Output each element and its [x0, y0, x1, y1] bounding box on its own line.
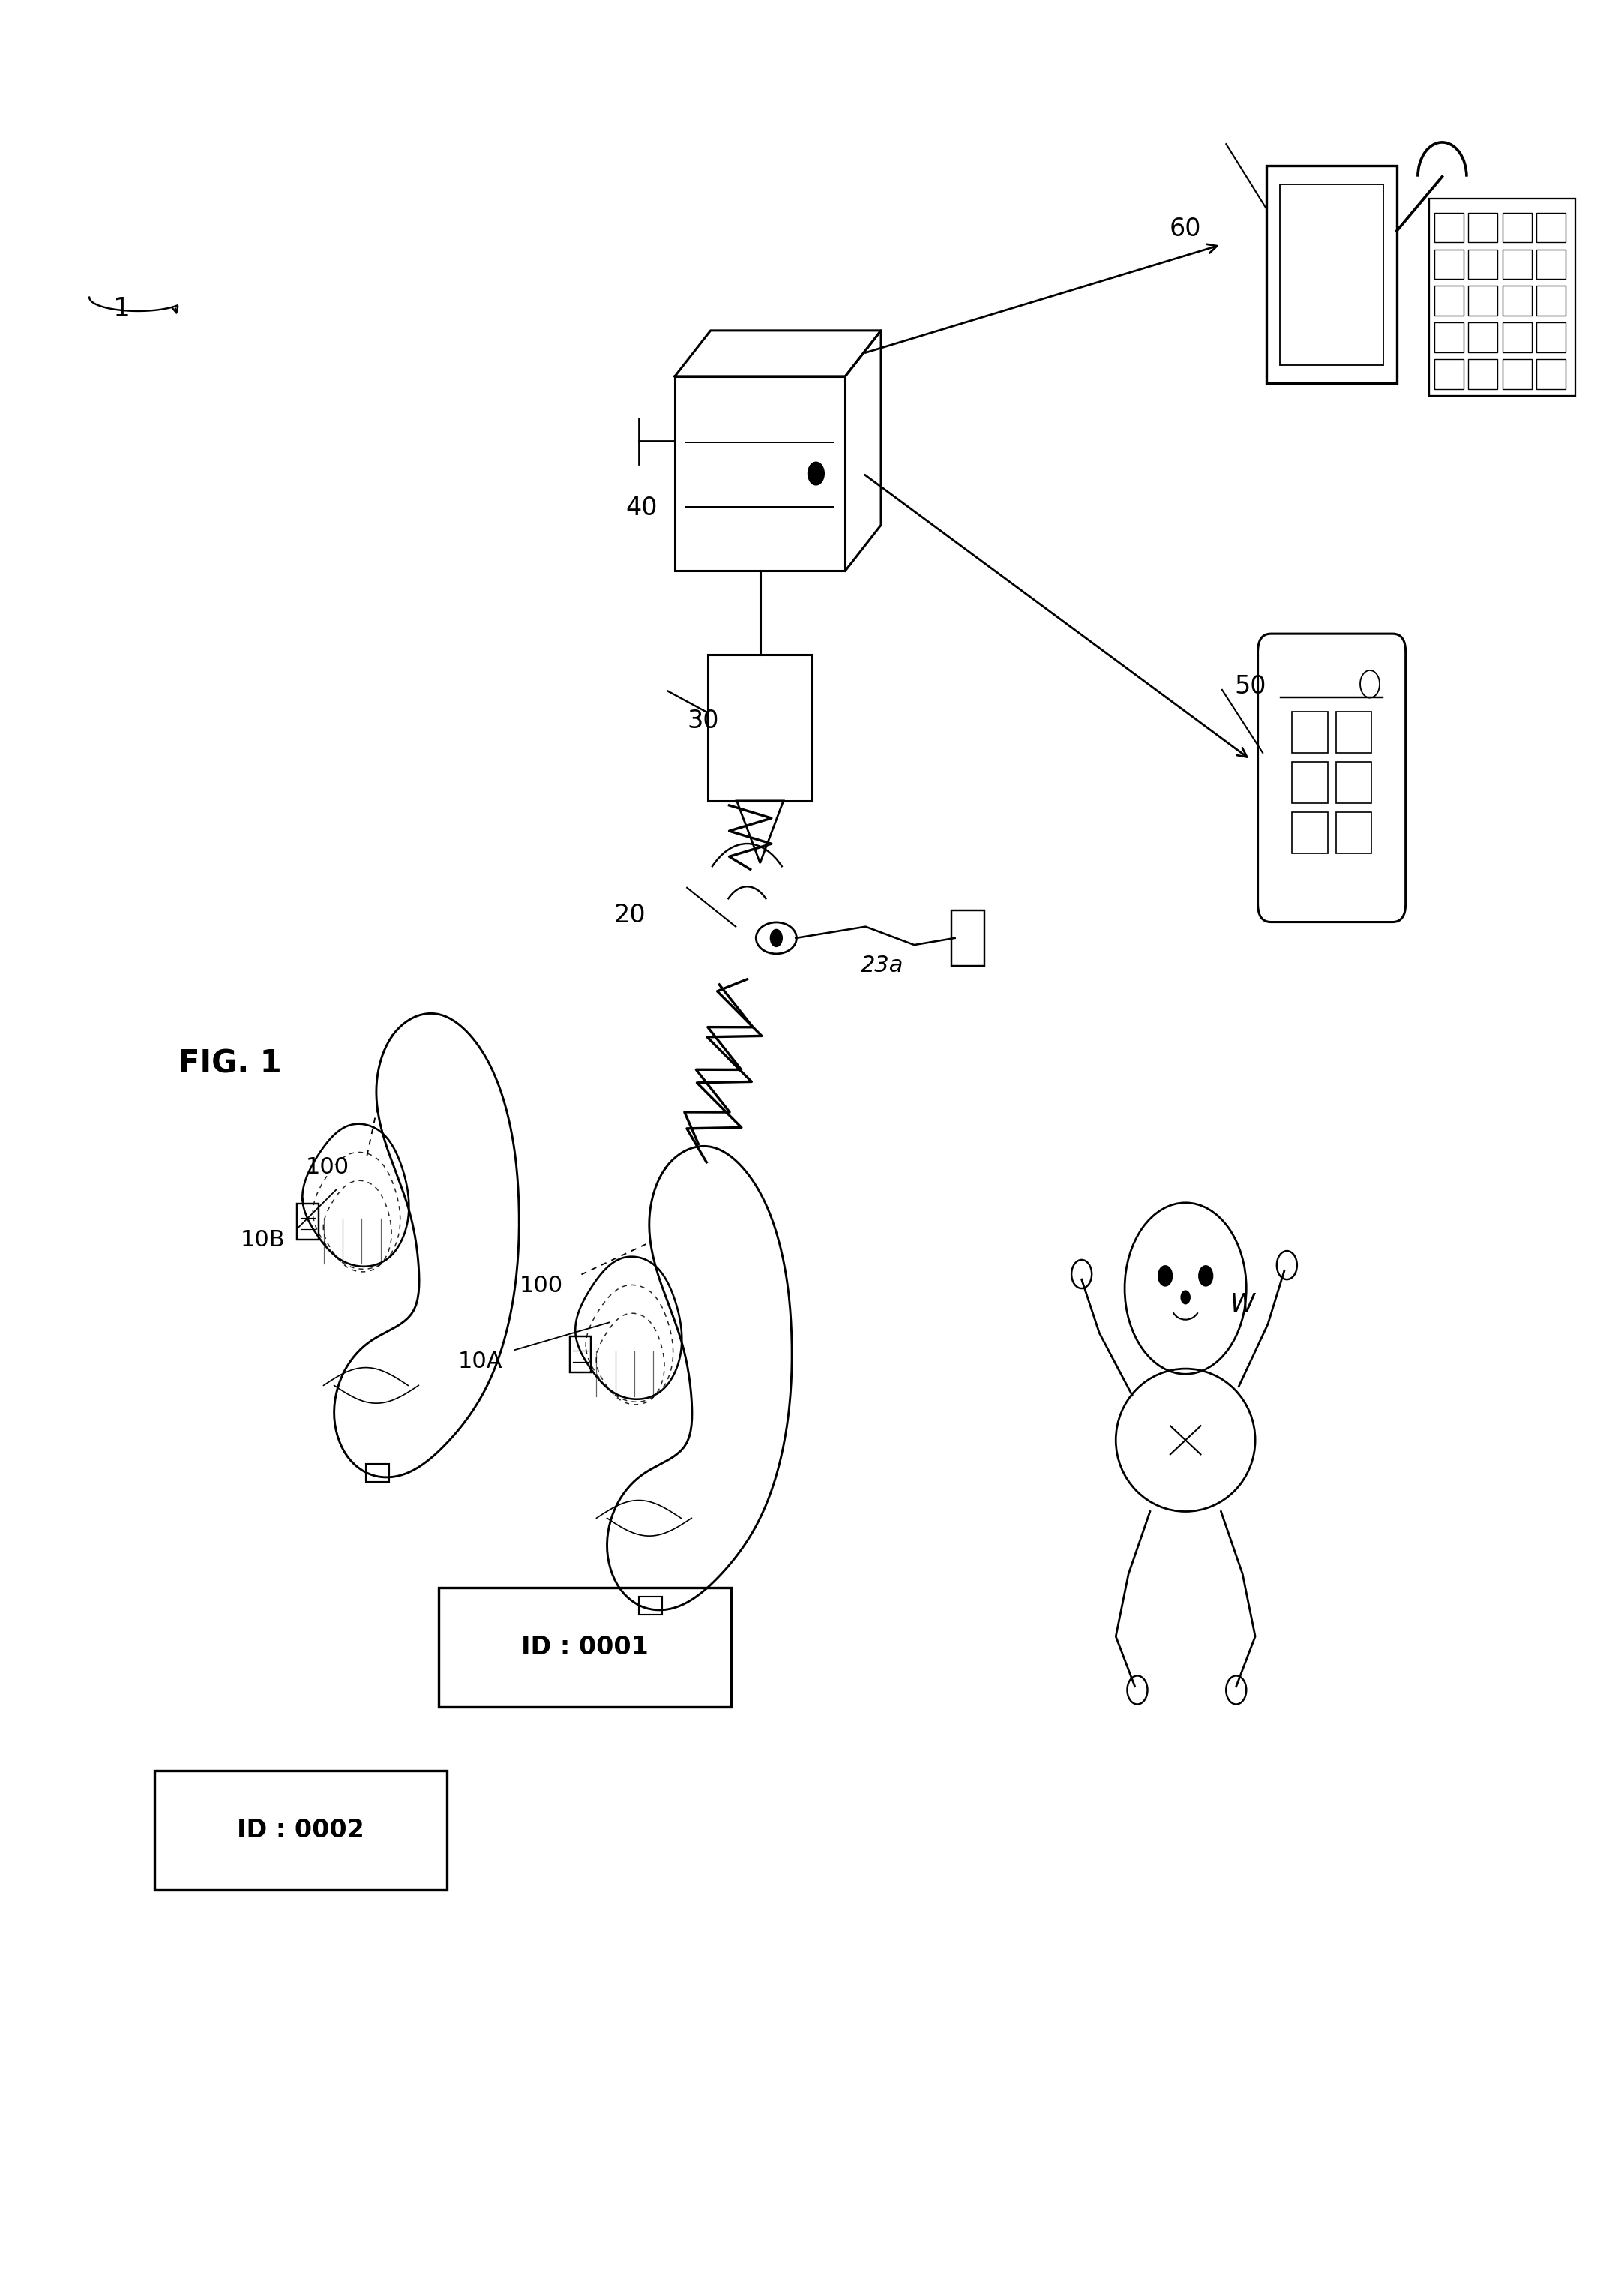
Bar — [1502, 359, 1531, 389]
Text: ID : 0001: ID : 0001 — [521, 1636, 648, 1659]
Bar — [1335, 712, 1371, 753]
Text: 40: 40 — [625, 496, 658, 519]
Bar — [1280, 185, 1384, 366]
Bar — [1291, 812, 1327, 853]
Text: 60: 60 — [1169, 217, 1202, 240]
Circle shape — [1181, 1290, 1190, 1304]
Bar — [638, 1597, 663, 1615]
Bar — [570, 1336, 591, 1373]
Bar — [1536, 286, 1566, 316]
Text: 10B: 10B — [240, 1229, 286, 1252]
Bar — [1434, 286, 1463, 316]
Text: 10A: 10A — [458, 1350, 503, 1373]
Text: 23a: 23a — [861, 954, 905, 977]
Bar — [1502, 213, 1531, 243]
Bar — [365, 1464, 390, 1483]
Bar — [438, 1588, 731, 1707]
Bar — [154, 1771, 447, 1890]
Bar — [1267, 167, 1397, 382]
Bar — [1468, 249, 1497, 279]
Text: ID : 0002: ID : 0002 — [237, 1819, 364, 1842]
Bar — [1468, 323, 1497, 352]
Text: 30: 30 — [687, 709, 719, 732]
Text: 100: 100 — [520, 1274, 564, 1297]
Circle shape — [809, 462, 825, 485]
Text: FIG. 1: FIG. 1 — [179, 1048, 283, 1080]
Bar — [1468, 286, 1497, 316]
Bar — [1335, 812, 1371, 853]
Circle shape — [1158, 1265, 1173, 1286]
Bar — [1434, 359, 1463, 389]
Bar — [708, 654, 812, 801]
Bar — [1502, 323, 1531, 352]
Bar — [1429, 199, 1575, 396]
Text: 1: 1 — [114, 295, 130, 323]
Bar — [297, 1203, 318, 1240]
Text: 100: 100 — [305, 1155, 349, 1178]
Text: 50: 50 — [1234, 675, 1267, 698]
Bar — [1502, 249, 1531, 279]
Bar — [1468, 213, 1497, 243]
Bar — [1536, 359, 1566, 389]
Bar — [952, 911, 984, 966]
Bar — [1468, 359, 1497, 389]
Bar — [1536, 323, 1566, 352]
Bar — [1434, 249, 1463, 279]
Bar — [1291, 762, 1327, 803]
Bar — [1434, 213, 1463, 243]
Bar — [1536, 213, 1566, 243]
Bar — [1434, 323, 1463, 352]
Circle shape — [1199, 1265, 1213, 1286]
Bar — [1291, 712, 1327, 753]
Text: W: W — [1229, 1293, 1255, 1316]
Bar — [1536, 249, 1566, 279]
Bar — [1502, 286, 1531, 316]
Circle shape — [770, 929, 783, 947]
Bar — [1335, 762, 1371, 803]
Bar — [676, 375, 846, 570]
Text: 20: 20 — [614, 904, 646, 927]
